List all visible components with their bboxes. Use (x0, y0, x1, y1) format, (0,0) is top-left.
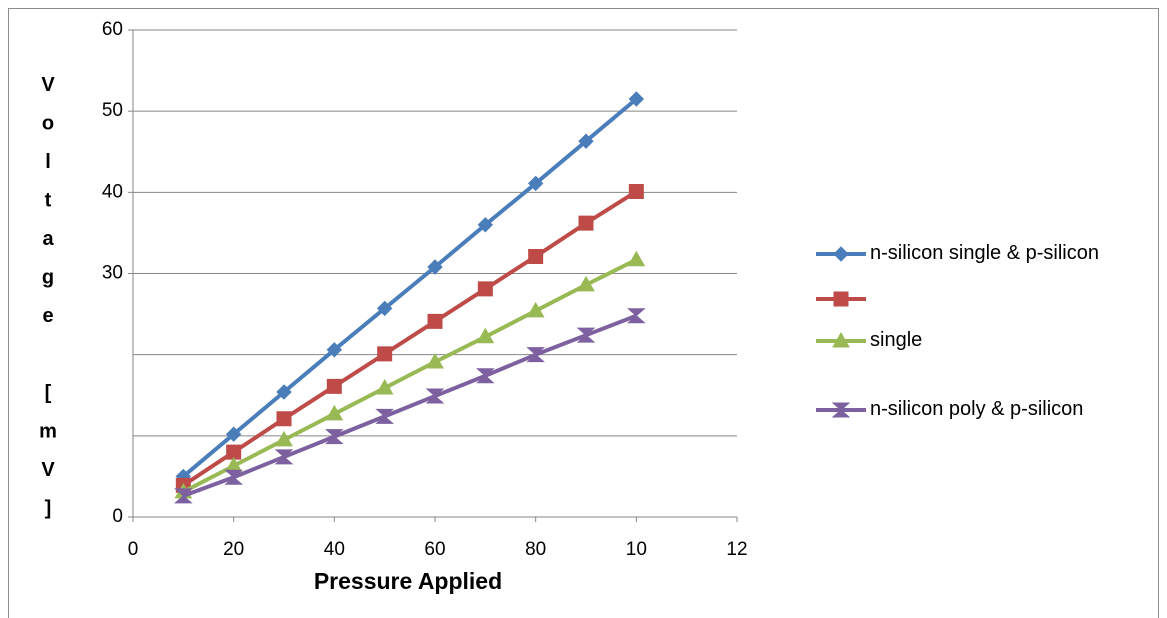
x-tick-label: 60 (424, 539, 445, 560)
marker (326, 378, 342, 394)
marker (527, 175, 544, 192)
marker (578, 215, 594, 231)
marker (628, 184, 644, 200)
marker (831, 402, 851, 418)
x-tick-label: 0 (128, 539, 139, 560)
series-line (182, 189, 638, 488)
marker (377, 346, 393, 362)
marker (375, 408, 394, 424)
x-tick-label: 12 (726, 539, 747, 560)
marker (276, 411, 292, 427)
y-tick-label: 0 (112, 506, 123, 527)
marker (426, 352, 444, 369)
marker (833, 246, 849, 262)
x-tick-label: 20 (223, 539, 244, 560)
legend-label: n-silicon poly & p-silicon (870, 398, 1084, 420)
marker (627, 308, 646, 324)
marker (477, 281, 493, 297)
marker (526, 347, 545, 363)
legend-label: n-silicon single & p-silicon (870, 242, 1099, 264)
marker (577, 275, 595, 292)
series-line (182, 97, 638, 478)
marker (476, 327, 495, 344)
marker (326, 342, 343, 358)
marker (476, 368, 495, 384)
marker (325, 404, 344, 421)
y-tick-label: 40 (102, 181, 123, 202)
marker (376, 300, 393, 317)
marker (477, 217, 494, 233)
marker (174, 488, 193, 504)
marker (425, 388, 445, 404)
series-line (182, 313, 638, 498)
marker (627, 250, 646, 267)
marker (427, 313, 443, 329)
marker (576, 327, 596, 343)
marker (226, 444, 242, 460)
legend-label: single (870, 329, 923, 351)
marker (224, 469, 243, 485)
marker (274, 449, 294, 465)
x-tick-label: 80 (525, 539, 546, 560)
series-line (182, 257, 638, 494)
marker (526, 301, 545, 318)
y-tick-label: 50 (102, 100, 123, 121)
marker (578, 133, 594, 149)
x-tick-label: 40 (324, 539, 345, 560)
marker (276, 384, 292, 400)
marker (427, 259, 443, 275)
marker (275, 430, 293, 447)
y-tick-label: 30 (102, 263, 123, 284)
y-tick-label: 60 (102, 19, 123, 40)
marker (628, 91, 645, 107)
marker (225, 426, 242, 442)
marker (325, 429, 344, 445)
marker (375, 378, 394, 395)
marker (528, 248, 544, 264)
x-tick-label: 10 (626, 539, 647, 560)
x-axis-title: Pressure Applied (313, 568, 503, 594)
marker (833, 291, 849, 307)
chart-frame (8, 8, 1159, 618)
marker (832, 331, 850, 348)
y-axis-title: Voltage [mV] (37, 74, 59, 536)
